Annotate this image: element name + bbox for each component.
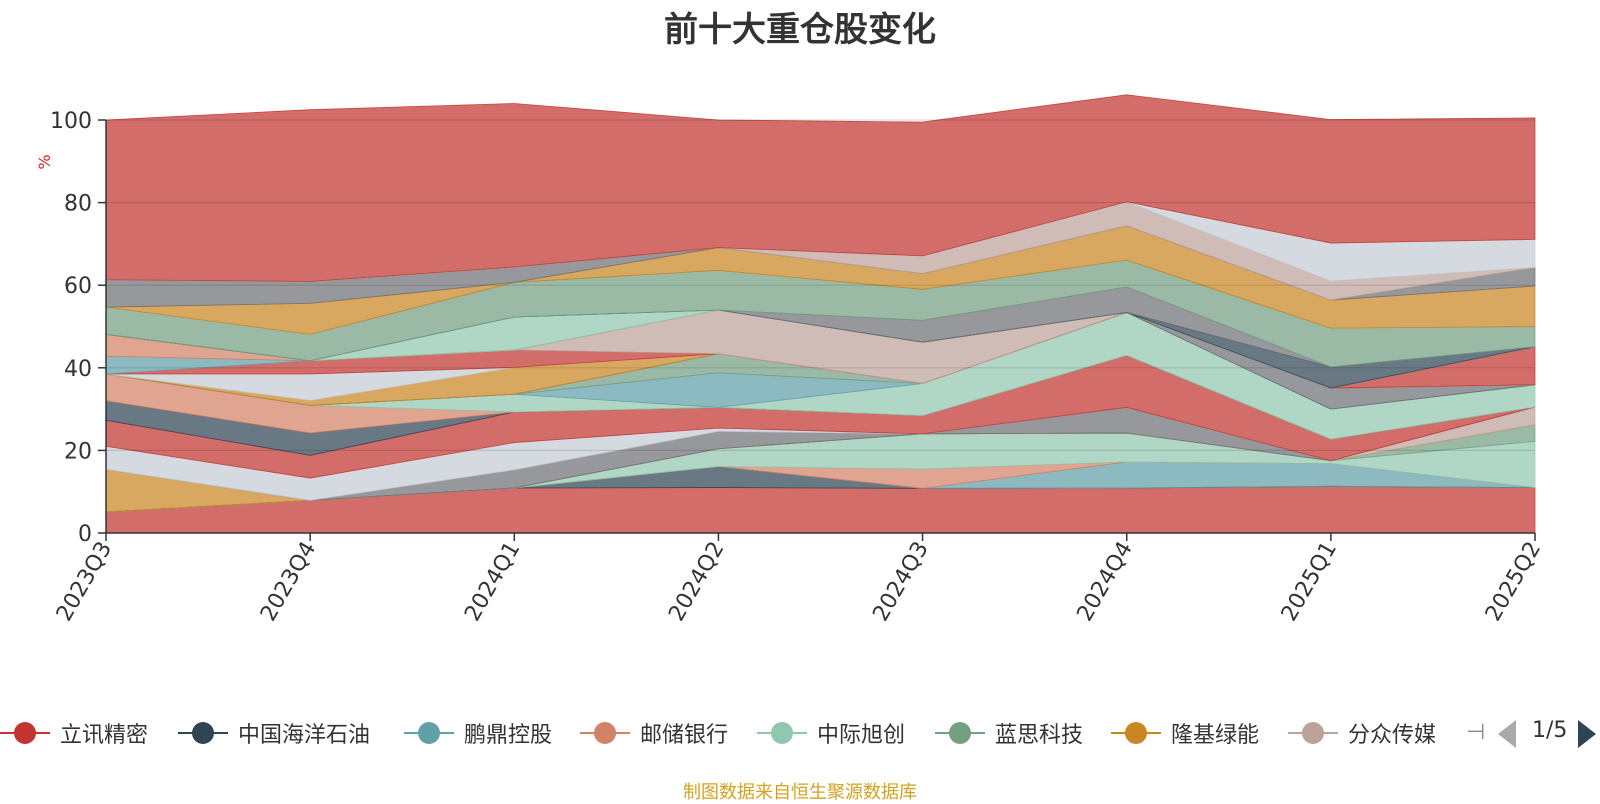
legend-prev-arrow-icon[interactable]	[1498, 720, 1516, 748]
legend-item[interactable]: 邮储银行	[580, 715, 728, 751]
legend-label: 鹏鼎控股	[464, 723, 553, 748]
stacked-area-chart: 0 20 40 60 80 100% 2023Q3 2023Q4 2024Q1 2024Q2 202…	[35, 94, 1546, 626]
legend-label: 中际旭创	[817, 723, 906, 748]
legend-item[interactable]: 中际旭创	[757, 715, 905, 751]
y-tick-label: 80	[64, 192, 92, 217]
legend-swatch-icon	[757, 715, 807, 751]
y-tick-label: 40	[64, 357, 92, 382]
legend-label: 中国海洋石油	[238, 723, 371, 748]
x-tick-label: 2023Q4	[256, 538, 321, 626]
legend-label: 分众传媒	[1348, 723, 1437, 748]
legend-swatch-icon	[1111, 715, 1161, 751]
y-tick-label: 0	[78, 522, 92, 547]
legend-swatch-icon	[935, 715, 985, 751]
legend-label: 立讯精密	[60, 723, 149, 748]
legend-item[interactable]: 鹏鼎控股	[404, 715, 552, 751]
x-tick-label: 2024Q4	[1073, 538, 1138, 626]
legend-overflow-glyph: ⊣	[1466, 720, 1486, 745]
legend-swatch-icon	[580, 715, 630, 751]
y-axis-label: %	[35, 154, 54, 169]
legend-item[interactable]: 分众传媒	[1288, 715, 1436, 751]
y-tick-label: 60	[64, 274, 92, 299]
data-source-note: 制图数据来自恒生聚源数据库	[683, 782, 917, 803]
legend-item[interactable]: 蓝思科技	[935, 715, 1083, 751]
x-tick-label: 2023Q3	[52, 538, 117, 626]
legend-swatch-icon	[404, 715, 454, 751]
legend-page-indicator: 1/5	[1532, 718, 1568, 743]
legend-label: 邮储银行	[640, 723, 729, 748]
x-tick-label: 2025Q1	[1277, 538, 1342, 626]
legend-label: 蓝思科技	[995, 723, 1084, 748]
legend-pager: 1/5	[1498, 715, 1600, 751]
y-tick-label: 20	[64, 439, 92, 464]
x-tick-label: 2024Q1	[460, 538, 525, 626]
legend-next-arrow-icon[interactable]	[1578, 720, 1596, 748]
legend-label: 隆基绿能	[1171, 723, 1260, 748]
x-tick-label: 2024Q3	[868, 538, 933, 626]
chart-title: 前十大重仓股变化	[664, 10, 936, 50]
legend-swatch-icon	[178, 715, 228, 751]
x-tick-label: 2025Q2	[1481, 538, 1546, 626]
y-tick-label: 100	[50, 109, 92, 134]
legend-swatch-icon	[0, 715, 50, 751]
legend-item[interactable]: 立讯精密	[0, 715, 148, 751]
legend-swatch-icon	[1288, 715, 1338, 751]
legend-item[interactable]: 中国海洋石油	[178, 715, 370, 751]
area-series-31	[105, 94, 1536, 282]
chart-legend: 立讯精密 中国海洋石油 鹏鼎控股 邮储银行 中际旭创 蓝思科技 隆基绿能 分众传媒	[0, 715, 1600, 751]
x-tick-label: 2024Q2	[664, 538, 729, 626]
legend-item[interactable]: 隆基绿能	[1111, 715, 1259, 751]
